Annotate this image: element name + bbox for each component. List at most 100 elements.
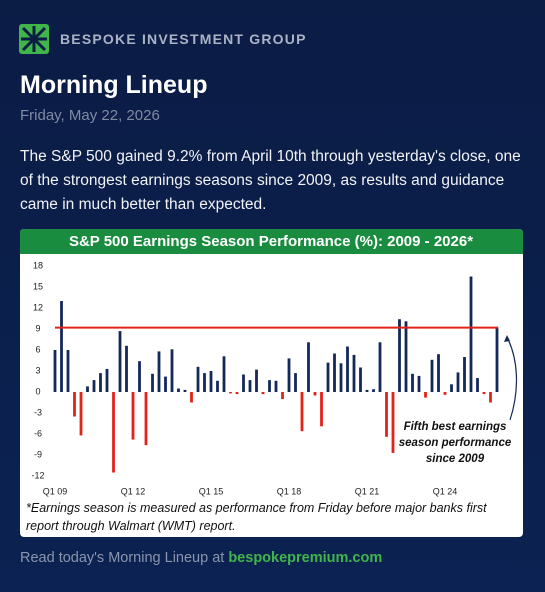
bar: [183, 389, 187, 392]
bar: [92, 380, 96, 392]
y-tick-label: -6: [34, 428, 42, 438]
bar: [456, 372, 460, 392]
bar: [131, 392, 135, 440]
bar: [53, 350, 57, 392]
bar: [287, 358, 291, 392]
bar: [229, 392, 232, 394]
bar: [443, 392, 447, 395]
annotation: season performance: [399, 437, 512, 449]
bar: [430, 359, 434, 392]
bar: [424, 392, 427, 398]
bar: [391, 392, 395, 453]
footer: Read today's Morning Lineup at bespokepr…: [20, 550, 382, 566]
annotation: since 2009: [426, 453, 485, 465]
y-tick-label: 6: [35, 344, 40, 354]
bar: [281, 392, 284, 399]
bar: [307, 342, 310, 392]
bar: [359, 367, 362, 392]
footer-link[interactable]: bespokepremium.com: [228, 550, 383, 566]
bar: [222, 356, 226, 392]
y-tick-label: -12: [31, 470, 44, 480]
footer-text: Read today's Morning Lineup at: [20, 550, 225, 566]
bar: [60, 301, 63, 392]
bar: [118, 331, 122, 392]
bar: [482, 392, 486, 395]
bar: [352, 354, 356, 392]
chart-card: S&P 500 Earnings Season Performance (%):…: [20, 229, 523, 537]
brand: BESPOKE INVESTMENT GROUP: [60, 31, 307, 47]
y-tick-label: 15: [33, 281, 43, 291]
bar: [125, 345, 128, 392]
y-tick-label: 9: [35, 323, 40, 333]
bar: [73, 392, 76, 417]
y-tick-label: 3: [35, 365, 40, 375]
bar: [177, 388, 180, 392]
date: Friday, May 22, 2026: [20, 107, 160, 124]
bar: [66, 350, 70, 392]
bar: [255, 369, 258, 392]
x-tick-label: Q1 12: [121, 486, 146, 496]
bar: [404, 321, 408, 392]
bar: [242, 374, 245, 392]
bar: [170, 349, 174, 392]
y-tick-label: 12: [33, 302, 43, 312]
x-tick-label: Q1 24: [433, 486, 458, 496]
bar: [196, 366, 200, 392]
y-tick-label: -9: [34, 449, 42, 459]
bar: [164, 376, 167, 392]
title: Morning Lineup: [20, 71, 208, 99]
bar: [144, 392, 148, 446]
bar: [437, 354, 440, 392]
y-tick-label: 0: [35, 386, 40, 396]
bar: [216, 380, 219, 392]
footnote: *Earnings season is measured as performa…: [26, 501, 487, 533]
bar: [209, 371, 213, 392]
bar: [333, 353, 336, 392]
chart: S&P 500 Earnings Season Performance (%):…: [20, 229, 523, 496]
bar: [417, 375, 421, 392]
x-tick-label: Q1 15: [199, 486, 224, 496]
logo: [19, 24, 49, 54]
bar: [151, 373, 154, 392]
bar: [138, 361, 141, 392]
bar: [450, 384, 453, 392]
annotation: Fifth best earnings: [404, 421, 507, 433]
y-tick-label: 18: [33, 260, 43, 270]
bar: [79, 392, 83, 436]
bar: [268, 380, 271, 392]
bar: [157, 351, 161, 392]
bar: [411, 373, 414, 392]
bar: [326, 362, 330, 392]
bar: [261, 392, 265, 395]
bar: [489, 392, 492, 403]
bar: [86, 386, 89, 392]
x-tick-label: Q1 21: [355, 486, 380, 496]
bar: [294, 373, 297, 392]
chart-header: [20, 229, 523, 254]
bar: [372, 389, 375, 392]
bar: [398, 319, 401, 392]
arrow-head: [504, 335, 510, 342]
x-tick-label: Q1 18: [277, 486, 302, 496]
bar: [274, 380, 278, 392]
bar: [313, 392, 317, 396]
bar: [476, 378, 479, 392]
bar: [105, 368, 109, 392]
bar: [320, 392, 323, 427]
bar: [339, 363, 343, 392]
bar: [365, 389, 369, 392]
bar: [203, 373, 206, 392]
annotation-arrow: [506, 336, 518, 421]
bar: [385, 392, 388, 437]
x-tick-label: Q1 09: [43, 486, 68, 496]
bar: [248, 380, 252, 392]
chart-title: S&P 500 Earnings Season Performance (%):…: [69, 233, 473, 250]
bar: [378, 342, 382, 392]
bar: [190, 392, 193, 403]
bar: [112, 392, 115, 473]
bar: [99, 373, 102, 392]
bar: [346, 346, 349, 392]
body-text: The S&P 500 gained 9.2% from April 10th …: [20, 148, 521, 213]
bar: [495, 327, 499, 392]
